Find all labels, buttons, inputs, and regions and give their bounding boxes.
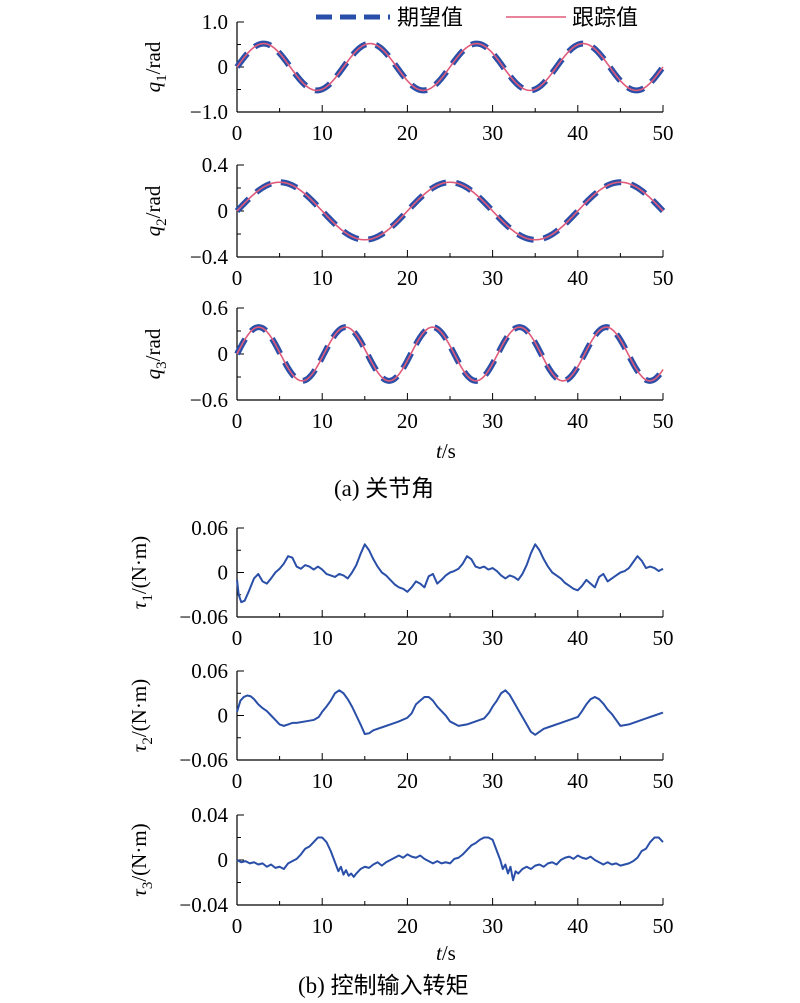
y-tick-label: 0.6 [202,296,228,320]
y-tick-label: −0.4 [190,245,229,269]
y-tick-label: 0 [218,199,229,223]
y-tick-label: 0.06 [191,516,228,540]
legend-desired-label: 期望值 [397,5,463,30]
x-axis-label-b: t/s [436,941,456,965]
x-tick-label: 30 [482,121,503,145]
x-tick-label: 20 [397,626,418,650]
y-tick-label: −0.06 [179,605,228,629]
y-axis-label: τ1/(N·m) [127,536,156,609]
x-tick-label: 50 [653,266,674,290]
x-tick-label: 10 [312,769,333,793]
x-tick-label: 50 [653,626,674,650]
y-tick-label: 0 [218,704,229,728]
x-tick-label: 30 [482,626,503,650]
chart-q2: 0 10 20 30 40 500.40−0.4q2/rad [141,153,674,290]
x-tick-label: 40 [567,121,588,145]
x-tick-label: 40 [567,769,588,793]
x-tick-label: 50 [653,769,674,793]
y-axis-label: q2/rad [141,185,170,236]
series-tracking-line [236,181,664,241]
x-tick-label: 40 [567,266,588,290]
torque-series-line [236,543,664,604]
x-tick-label: 0 [232,769,243,793]
x-tick-label: 20 [397,266,418,290]
y-tick-label: 0.04 [191,803,228,827]
x-axis-label-a: t/s [436,439,456,463]
caption-b: (b) 控制输入转矩 [298,973,469,998]
chart-q3: 0 10 20 30 40 500.60−0.6q3/rad [141,296,674,433]
torque-series-line [236,836,664,882]
y-tick-label: 1.0 [202,10,228,34]
x-tick-label: 10 [312,626,333,650]
x-tick-label: 20 [397,914,418,938]
chart-q1: 0 10 20 30 40 501.00−1.0q1/rad [141,10,674,145]
y-tick-label: 0 [218,848,229,872]
y-axis-label: q3/rad [141,328,170,379]
legend-tracking-label: 跟踪值 [572,5,638,30]
x-tick-label: 20 [397,409,418,433]
x-tick-label: 40 [567,626,588,650]
y-tick-label: 0.4 [202,153,229,177]
y-tick-label: −0.04 [179,893,228,917]
x-tick-label: 30 [482,266,503,290]
y-tick-label: 0 [218,55,229,79]
y-tick-label: −0.6 [190,388,228,412]
x-tick-label: 50 [653,409,674,433]
y-tick-label: −1.0 [190,100,228,124]
x-tick-label: 30 [482,769,503,793]
x-tick-label: 0 [232,266,243,290]
legend: 期望值 跟踪值 [316,5,638,30]
y-axis-label: τ3/(N·m) [127,823,156,896]
torque-series-line [236,689,664,736]
x-tick-label: 0 [232,626,243,650]
x-tick-label: 50 [653,121,674,145]
x-tick-label: 10 [312,266,333,290]
series-tracking-line [236,326,664,382]
x-tick-label: 40 [567,914,588,938]
x-tick-label: 10 [312,409,333,433]
x-tick-label: 10 [312,121,333,145]
x-tick-label: 30 [482,409,503,433]
y-tick-label: 0.06 [191,659,228,683]
y-tick-label: −0.06 [179,748,228,772]
x-tick-label: 0 [232,121,243,145]
x-tick-label: 20 [397,121,418,145]
x-tick-label: 30 [482,914,503,938]
x-tick-label: 0 [232,914,243,938]
x-tick-label: 10 [312,914,333,938]
x-tick-label: 50 [653,914,674,938]
y-tick-label: 0 [218,561,229,585]
y-axis-label: q1/rad [141,41,170,92]
y-tick-label: 0 [218,342,229,366]
x-tick-label: 40 [567,409,588,433]
caption-a: (a) 关节角 [334,476,434,501]
x-tick-label: 0 [232,409,243,433]
series-tracking-line [236,42,664,92]
x-tick-label: 20 [397,769,418,793]
series-desired-line [234,324,666,384]
y-axis-label: τ2/(N·m) [127,679,156,752]
